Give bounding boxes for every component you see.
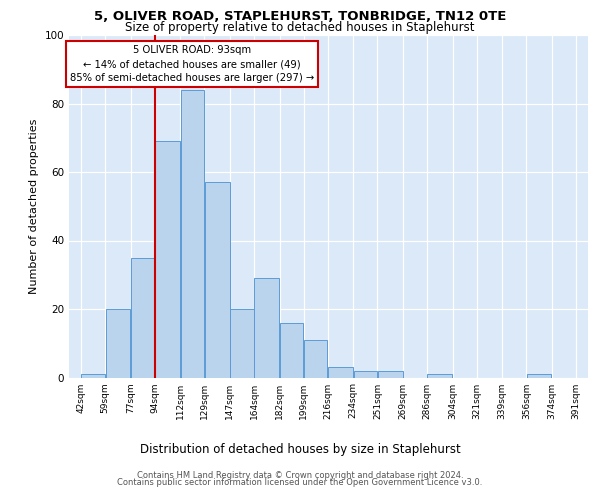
Bar	[280, 322, 304, 378]
Bar	[378, 370, 403, 378]
Bar	[181, 90, 204, 378]
Bar	[106, 309, 130, 378]
Bar	[353, 370, 377, 378]
Text: Contains HM Land Registry data © Crown copyright and database right 2024.: Contains HM Land Registry data © Crown c…	[137, 471, 463, 480]
Bar	[131, 258, 154, 378]
Bar	[527, 374, 551, 378]
Bar	[254, 278, 279, 378]
Bar	[205, 182, 230, 378]
Bar	[155, 141, 180, 378]
Bar	[427, 374, 452, 378]
Bar	[328, 367, 353, 378]
Text: Size of property relative to detached houses in Staplehurst: Size of property relative to detached ho…	[125, 22, 475, 35]
Bar	[230, 309, 254, 378]
Bar	[82, 374, 105, 378]
Text: 5, OLIVER ROAD, STAPLEHURST, TONBRIDGE, TN12 0TE: 5, OLIVER ROAD, STAPLEHURST, TONBRIDGE, …	[94, 10, 506, 23]
Bar	[304, 340, 328, 378]
Y-axis label: Number of detached properties: Number of detached properties	[29, 118, 39, 294]
Text: Distribution of detached houses by size in Staplehurst: Distribution of detached houses by size …	[140, 444, 460, 456]
Text: Contains public sector information licensed under the Open Government Licence v3: Contains public sector information licen…	[118, 478, 482, 487]
Text: 5 OLIVER ROAD: 93sqm
← 14% of detached houses are smaller (49)
85% of semi-detac: 5 OLIVER ROAD: 93sqm ← 14% of detached h…	[70, 46, 314, 84]
